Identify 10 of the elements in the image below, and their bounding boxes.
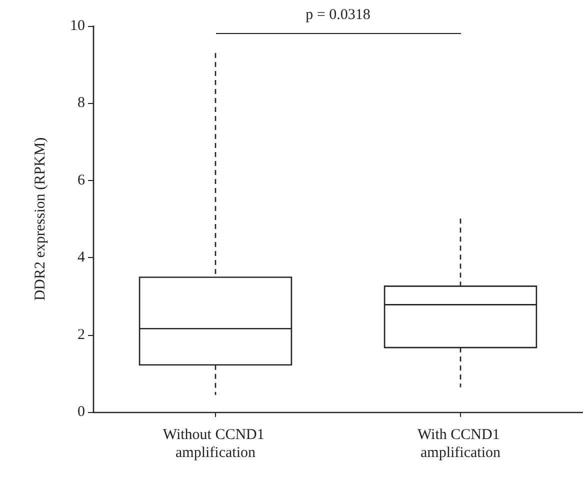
y-tick-label: 0: [78, 404, 85, 420]
y-tick-label: 4: [78, 250, 86, 266]
x-tick-label: Without CCND1 amplification: [162, 427, 268, 461]
y-tick-label: 6: [78, 172, 86, 188]
text: p = 0.0318: [304, 7, 372, 24]
y-tick-label: 8: [78, 95, 85, 112]
x-tick-label: With CCND1 amplification: [417, 427, 504, 461]
y-tick-label: 2: [78, 326, 85, 343]
y-axis-title: DDR2 expression (RPKM): [32, 137, 48, 301]
y-tick-label: 10: [70, 18, 85, 34]
